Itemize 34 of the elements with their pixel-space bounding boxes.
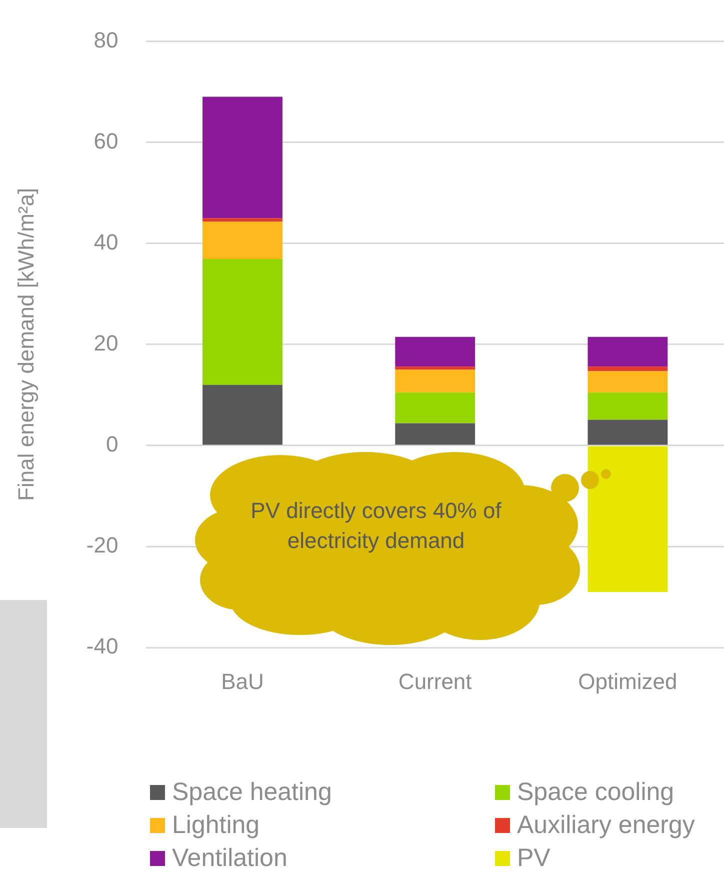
bar xyxy=(588,371,668,392)
legend-label: Ventilation xyxy=(172,844,288,873)
legend-label: PV xyxy=(517,844,550,873)
legend-label: Auxiliary energy xyxy=(517,811,695,840)
bar xyxy=(395,423,476,445)
y-tick-label: 40 xyxy=(94,229,118,254)
bar xyxy=(588,366,668,372)
y-tick-label: 0 xyxy=(106,432,118,457)
bar xyxy=(395,336,476,367)
bar xyxy=(202,259,282,385)
x-tick-label: Current xyxy=(398,668,472,694)
bar xyxy=(202,96,282,218)
y-axis-title: Final energy demand [kWh/m²a] xyxy=(13,188,38,501)
y-tick-label: -20 xyxy=(86,532,118,558)
bar xyxy=(588,420,668,445)
bar xyxy=(588,336,668,367)
y-tick-label: 80 xyxy=(94,27,118,52)
y-tick-label: 20 xyxy=(94,330,118,356)
bar xyxy=(202,218,282,222)
bar xyxy=(395,370,476,392)
x-tick-label: BaU xyxy=(221,668,264,694)
x-tick-label: Optimized xyxy=(578,668,678,694)
annotation: PV directly covers 40% of electricity demand xyxy=(250,497,502,555)
bar xyxy=(202,384,282,445)
bar xyxy=(588,446,668,592)
bar xyxy=(395,392,476,424)
y-tick-label: -40 xyxy=(86,634,118,659)
legend-label: Space cooling xyxy=(517,778,674,807)
y-tick-label: 60 xyxy=(94,128,118,154)
bar xyxy=(395,366,476,370)
legend-label: Lighting xyxy=(172,811,260,840)
bar xyxy=(202,222,282,259)
legend-label: Space heating xyxy=(172,778,332,807)
bar xyxy=(588,392,668,420)
